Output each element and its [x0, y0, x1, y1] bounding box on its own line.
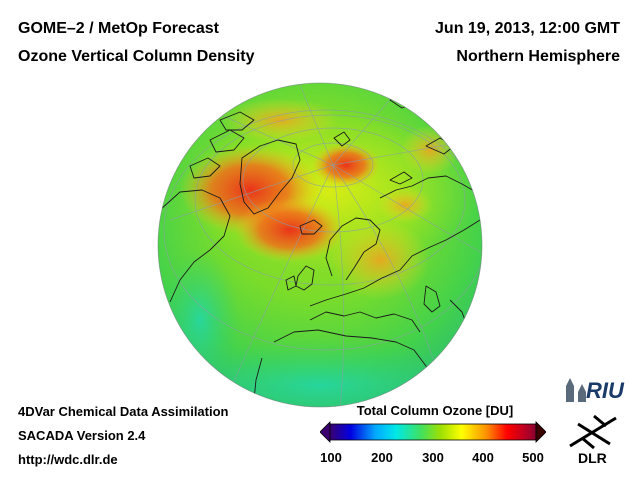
region-label: Northern Hemisphere: [456, 48, 620, 65]
colorbar-tick: 100: [320, 450, 342, 465]
colorbar-tick: 300: [422, 450, 444, 465]
product-subtitle: Ozone Vertical Column Density: [18, 48, 255, 65]
colorbar-title: Total Column Ozone [DU]: [356, 403, 514, 418]
dlr-logo-icon: [569, 414, 617, 450]
colorbar-tick: 400: [472, 450, 494, 465]
colorbar-min-arrow: [320, 421, 331, 443]
colorbar-tick: 200: [371, 450, 393, 465]
colorbar-max-arrow: [535, 421, 546, 443]
riu-logo: RIU: [566, 378, 625, 403]
ozone-globe-map: [157, 82, 483, 408]
riu-logo-text: RIU: [586, 378, 625, 403]
colorbar-tick: 500: [522, 450, 544, 465]
version-label: SACADA Version 2.4: [18, 428, 146, 443]
product-title: GOME–2 / MetOp Forecast: [18, 20, 219, 37]
dlr-logo-text: DLR: [578, 450, 607, 466]
forecast-date: Jun 19, 2013, 12:00 GMT: [435, 20, 620, 37]
method-label: 4DVar Chemical Data Assimilation: [18, 404, 229, 419]
colorbar: [320, 421, 546, 443]
source-url-link[interactable]: http://wdc.dlr.de: [18, 452, 118, 467]
colorbar-scale: [329, 423, 537, 441]
